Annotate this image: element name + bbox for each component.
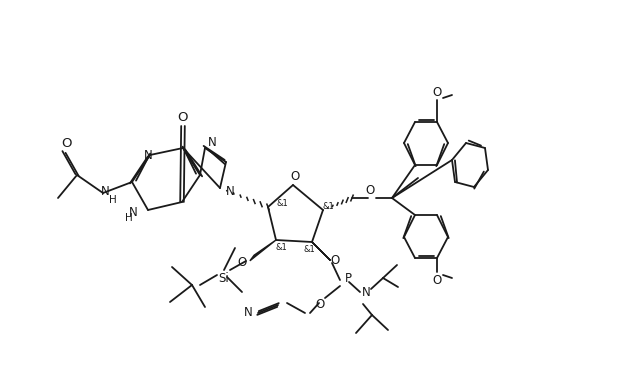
Text: N: N bbox=[244, 307, 253, 319]
Polygon shape bbox=[250, 240, 276, 261]
Text: N: N bbox=[226, 184, 235, 198]
Text: H: H bbox=[125, 213, 133, 223]
Text: &1: &1 bbox=[275, 242, 287, 252]
Text: N: N bbox=[361, 287, 370, 300]
Text: O: O bbox=[331, 254, 340, 268]
Text: O: O bbox=[291, 170, 300, 182]
Text: O: O bbox=[177, 110, 188, 123]
Text: N: N bbox=[129, 205, 138, 219]
Text: O: O bbox=[432, 275, 442, 287]
Text: O: O bbox=[315, 298, 325, 312]
Text: Si: Si bbox=[219, 272, 230, 284]
Text: O: O bbox=[60, 137, 71, 149]
Polygon shape bbox=[312, 242, 331, 261]
Text: N: N bbox=[100, 184, 109, 198]
Text: &1: &1 bbox=[276, 198, 288, 207]
Text: O: O bbox=[432, 86, 442, 98]
Text: N: N bbox=[143, 149, 152, 161]
Text: O: O bbox=[365, 184, 375, 196]
Text: &1: &1 bbox=[303, 245, 315, 254]
Text: P: P bbox=[345, 272, 352, 284]
Text: O: O bbox=[238, 256, 247, 270]
Text: &1: &1 bbox=[322, 202, 334, 210]
Text: H: H bbox=[109, 195, 117, 205]
Text: N: N bbox=[208, 135, 217, 149]
